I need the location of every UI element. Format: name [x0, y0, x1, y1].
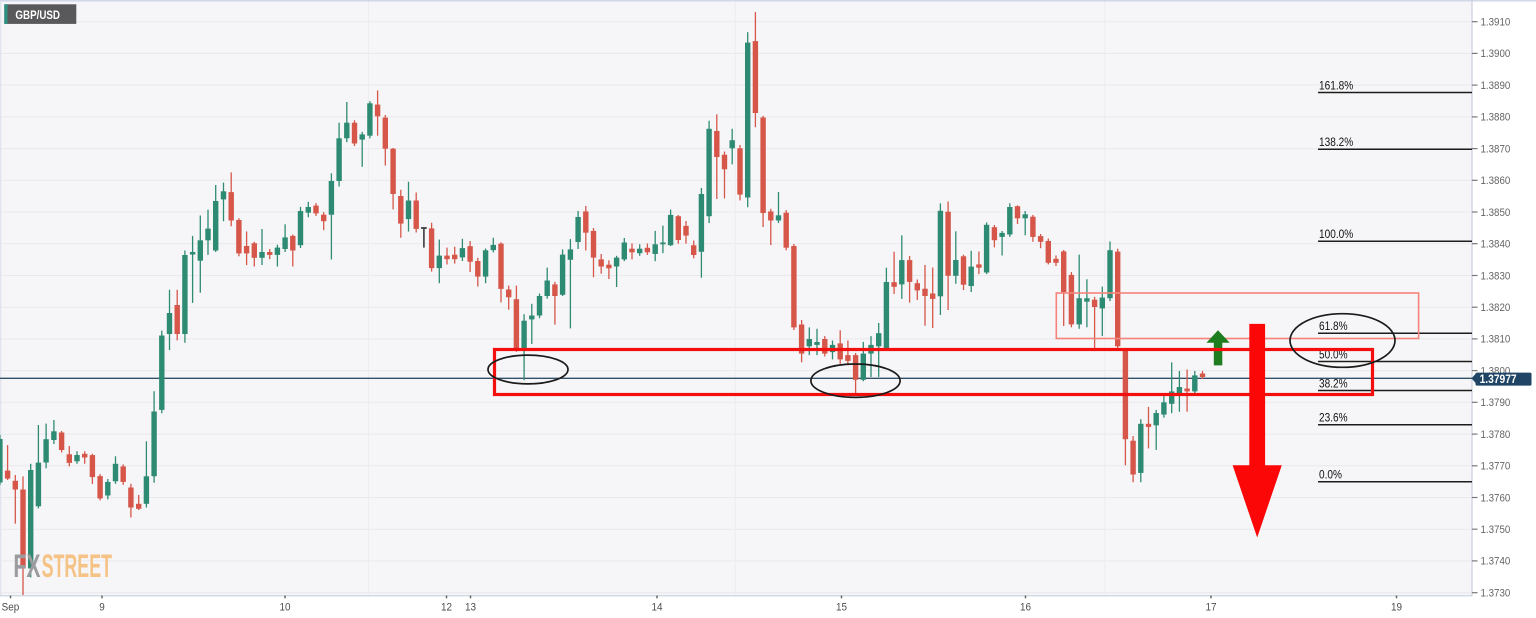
svg-text:16: 16 — [1020, 601, 1031, 614]
svg-text:0.0%: 0.0% — [1319, 469, 1342, 482]
svg-text:STREET: STREET — [42, 547, 112, 584]
svg-text:1.3740: 1.3740 — [1481, 556, 1511, 567]
svg-text:1.3750: 1.3750 — [1481, 525, 1511, 536]
svg-text:1.37977: 1.37977 — [1480, 373, 1517, 386]
svg-text:138.2%: 138.2% — [1319, 136, 1353, 149]
svg-text:50.0%: 50.0% — [1319, 349, 1348, 362]
svg-text:14: 14 — [651, 601, 662, 614]
svg-text:9: 9 — [99, 601, 105, 614]
svg-text:12: 12 — [441, 601, 452, 614]
svg-text:1.3800: 1.3800 — [1481, 366, 1511, 377]
svg-text:1.3900: 1.3900 — [1481, 49, 1511, 60]
svg-text:161.8%: 161.8% — [1319, 80, 1353, 93]
svg-text:1.3840: 1.3840 — [1481, 239, 1511, 250]
svg-text:61.8%: 61.8% — [1319, 320, 1348, 333]
svg-text:1.3830: 1.3830 — [1481, 271, 1511, 282]
svg-text:Sep: Sep — [2, 601, 20, 614]
svg-text:1.3770: 1.3770 — [1481, 461, 1511, 472]
svg-text:10: 10 — [279, 601, 290, 614]
svg-text:1.3880: 1.3880 — [1481, 112, 1511, 123]
svg-text:1.3810: 1.3810 — [1481, 334, 1511, 345]
svg-text:1.3890: 1.3890 — [1481, 81, 1511, 92]
svg-text:1.3850: 1.3850 — [1481, 207, 1511, 218]
svg-text:1.3820: 1.3820 — [1481, 303, 1511, 314]
svg-text:15: 15 — [836, 601, 847, 614]
svg-text:1.3780: 1.3780 — [1481, 430, 1511, 441]
svg-text:1.3910: 1.3910 — [1481, 17, 1511, 28]
svg-text:1.3730: 1.3730 — [1481, 588, 1511, 599]
svg-text:13: 13 — [465, 601, 476, 614]
svg-text:1.3870: 1.3870 — [1481, 144, 1511, 155]
svg-text:19: 19 — [1391, 601, 1402, 614]
svg-text:100.0%: 100.0% — [1319, 228, 1353, 241]
svg-text:1.3760: 1.3760 — [1481, 493, 1511, 504]
svg-text:FX: FX — [13, 547, 41, 584]
svg-text:17: 17 — [1205, 601, 1216, 614]
svg-text:1.3860: 1.3860 — [1481, 176, 1511, 187]
svg-text:38.2%: 38.2% — [1319, 378, 1348, 391]
svg-text:1.3790: 1.3790 — [1481, 398, 1511, 409]
svg-text:GBP/USD: GBP/USD — [15, 9, 60, 22]
svg-text:23.6%: 23.6% — [1319, 412, 1348, 425]
